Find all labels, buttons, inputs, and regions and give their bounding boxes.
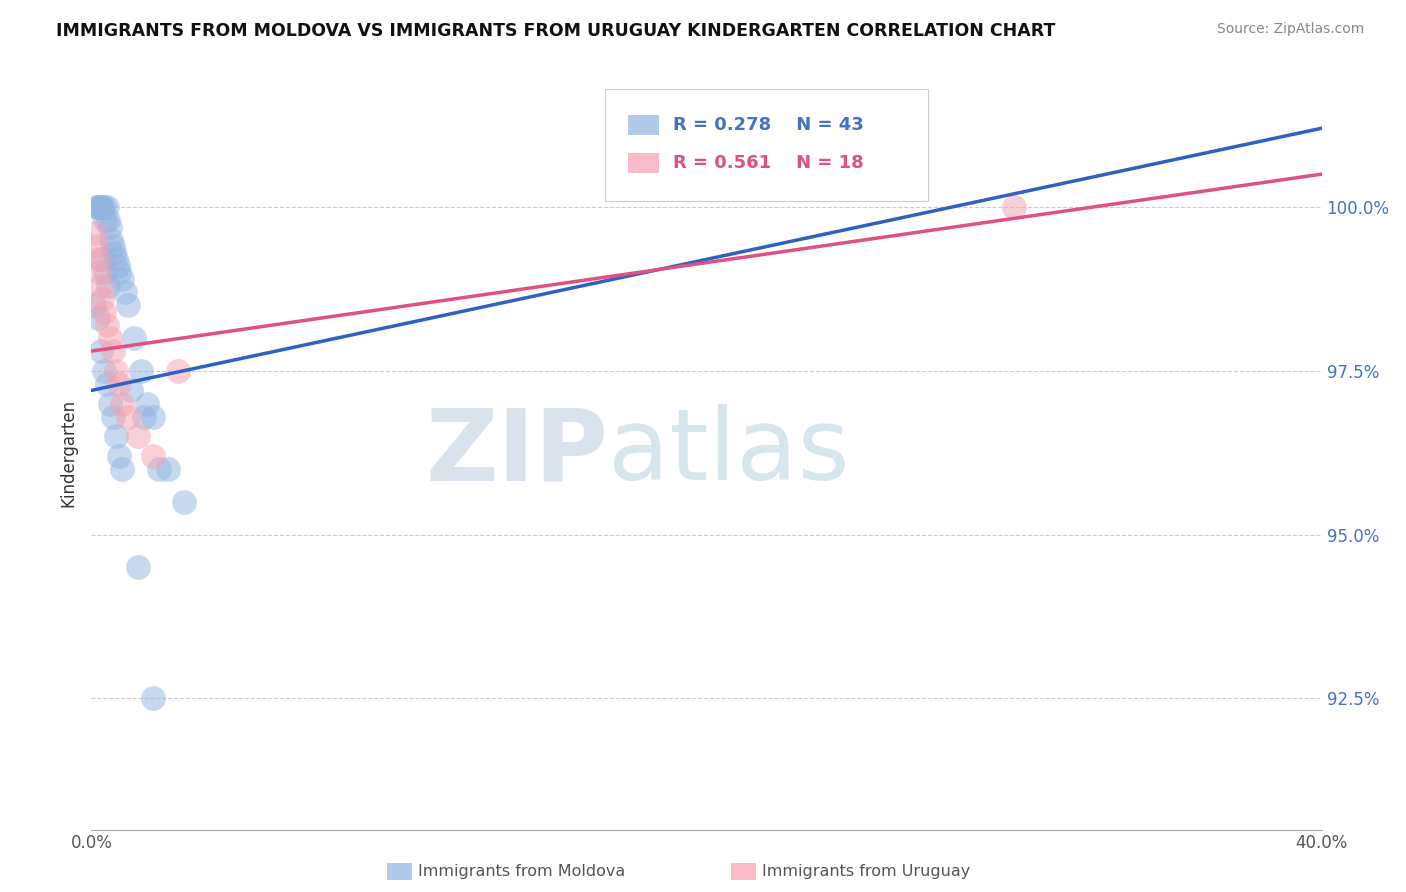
- Point: [91, 252, 114, 267]
- Text: R = 0.278    N = 43: R = 0.278 N = 43: [673, 116, 865, 134]
- Point: [94, 265, 117, 279]
- Point: [86, 252, 108, 267]
- Text: IMMIGRANTS FROM MOLDOVA VS IMMIGRANTS FROM URUGUAY KINDERGARTEN CORRELATION CHAR: IMMIGRANTS FROM MOLDOVA VS IMMIGRANTS FR…: [56, 22, 1056, 40]
- Point: [84, 200, 107, 214]
- Point: [86, 311, 108, 326]
- Point: [129, 364, 152, 378]
- Point: [93, 200, 115, 214]
- Point: [90, 278, 112, 293]
- Point: [94, 213, 117, 227]
- Point: [93, 305, 115, 319]
- Point: [96, 200, 118, 214]
- Text: atlas: atlas: [607, 404, 849, 501]
- Point: [120, 384, 142, 398]
- Point: [148, 462, 170, 476]
- Point: [132, 409, 155, 424]
- Point: [87, 200, 110, 214]
- Point: [166, 364, 188, 378]
- Point: [142, 409, 165, 424]
- Point: [97, 213, 120, 227]
- Point: [127, 560, 149, 574]
- Point: [101, 239, 124, 253]
- Point: [91, 200, 114, 214]
- Point: [114, 285, 136, 299]
- Point: [98, 331, 121, 345]
- Point: [111, 462, 134, 476]
- Point: [86, 200, 108, 214]
- Point: [142, 691, 165, 706]
- Point: [103, 245, 125, 260]
- Text: Source: ZipAtlas.com: Source: ZipAtlas.com: [1216, 22, 1364, 37]
- Point: [84, 239, 107, 253]
- Point: [1002, 200, 1025, 214]
- Point: [83, 226, 105, 240]
- Point: [108, 449, 131, 463]
- Point: [111, 396, 134, 410]
- Text: Immigrants from Uruguay: Immigrants from Uruguay: [762, 864, 970, 879]
- Point: [105, 364, 127, 378]
- Point: [96, 318, 118, 332]
- Point: [127, 429, 149, 443]
- Point: [91, 292, 114, 306]
- Point: [93, 364, 115, 378]
- Point: [98, 396, 121, 410]
- Point: [173, 495, 195, 509]
- Point: [107, 259, 129, 273]
- Point: [96, 376, 118, 391]
- Point: [135, 396, 157, 410]
- Point: [90, 200, 112, 214]
- Point: [142, 449, 165, 463]
- Point: [100, 233, 122, 247]
- Point: [157, 462, 180, 476]
- Point: [108, 376, 131, 391]
- Point: [90, 344, 112, 359]
- Point: [117, 298, 139, 312]
- Point: [108, 265, 131, 279]
- Point: [83, 298, 105, 312]
- Point: [105, 252, 127, 267]
- Y-axis label: Kindergarten: Kindergarten: [59, 399, 77, 507]
- Text: R = 0.561    N = 18: R = 0.561 N = 18: [673, 154, 865, 172]
- Text: Immigrants from Moldova: Immigrants from Moldova: [418, 864, 624, 879]
- Point: [105, 429, 127, 443]
- Point: [97, 278, 120, 293]
- Point: [111, 272, 134, 286]
- Point: [117, 409, 139, 424]
- Point: [98, 219, 121, 234]
- Point: [101, 409, 124, 424]
- Point: [101, 344, 124, 359]
- Point: [124, 331, 146, 345]
- Point: [87, 265, 110, 279]
- Text: ZIP: ZIP: [425, 404, 607, 501]
